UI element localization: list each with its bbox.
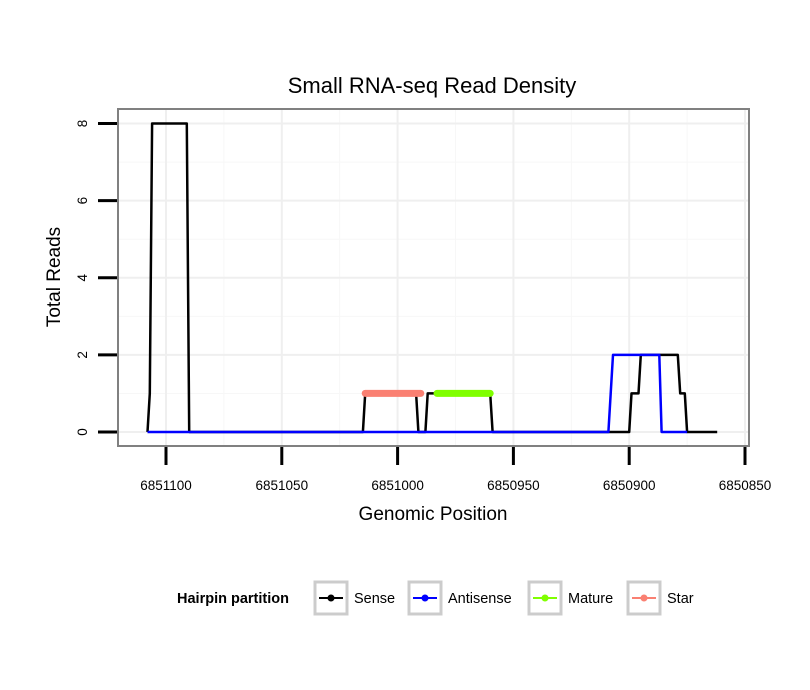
y-tick-label: 8 — [75, 120, 90, 128]
x-tick-label: 6851050 — [256, 478, 309, 493]
chart-title: Small RNA-seq Read Density — [288, 73, 577, 98]
x-tick-label: 6850950 — [487, 478, 540, 493]
x-tick-label: 6850900 — [603, 478, 656, 493]
legend-key-dot — [640, 594, 648, 602]
legend: Hairpin partition Sense Antisense Mature St… — [177, 580, 694, 616]
legend-label-star: Star — [667, 591, 694, 607]
legend-label-sense: Sense — [354, 591, 395, 607]
plot-border — [117, 108, 750, 447]
y-tick-label: 4 — [75, 274, 90, 282]
legend-label-mature: Mature — [568, 591, 613, 607]
y-tick-label: 6 — [75, 197, 90, 205]
x-tick-label: 6851000 — [371, 478, 424, 493]
series-antisense-line — [147, 353, 688, 434]
legend-key-dot — [327, 594, 335, 602]
y-tick-label: 2 — [75, 351, 90, 359]
legend-key-dot — [541, 594, 549, 602]
legend-label-antisense: Antisense — [448, 591, 512, 607]
legend-title: Hairpin partition — [177, 591, 289, 607]
y-tick-label: 0 — [75, 428, 90, 436]
x-axis-title: Genomic Position — [359, 504, 508, 525]
y-axis-title: Total Reads — [44, 227, 65, 327]
data-series — [146, 122, 718, 434]
x-axis: 6851100 6851050 6851000 6850950 6850900 68508… — [140, 447, 771, 493]
x-tick-label: 6851100 — [140, 478, 192, 493]
x-tick-label: 6850850 — [719, 478, 772, 493]
legend-key-dot — [421, 594, 429, 602]
y-axis: 0 2 4 6 8 — [75, 120, 117, 436]
